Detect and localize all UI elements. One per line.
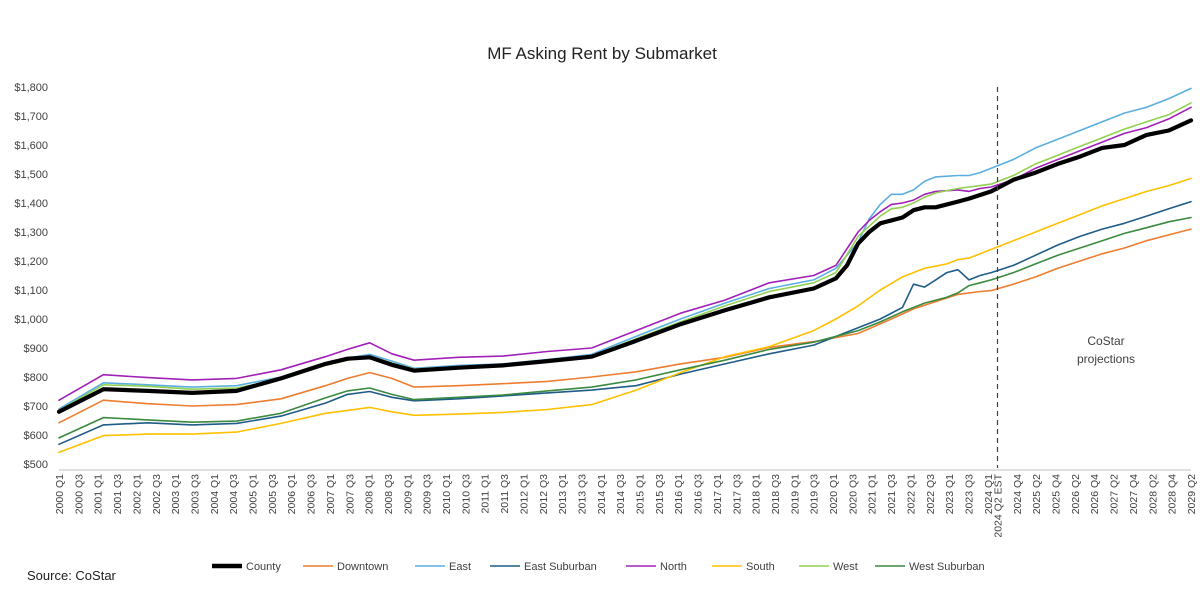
- legend-label: North: [660, 561, 687, 573]
- x-tick-label: 2004 Q3: [228, 474, 240, 514]
- series-line-west-suburban: [58, 216, 1192, 439]
- x-tick-label: 2025 Q2: [1031, 474, 1043, 514]
- y-tick-label: $1,200: [14, 256, 48, 268]
- x-tick-label: 2009 Q1: [402, 474, 414, 514]
- x-tick-label: 2015 Q3: [654, 474, 666, 514]
- x-tick-label: 2010 Q3: [460, 474, 472, 514]
- x-tick-label: 2000 Q3: [73, 474, 85, 514]
- series-line-county: [56, 118, 1194, 414]
- x-tick-label: 2015 Q1: [635, 474, 647, 514]
- series-line-west: [58, 102, 1192, 412]
- source-note: Source: CoStar: [27, 568, 117, 583]
- x-tick-label: 2012 Q3: [538, 474, 550, 514]
- x-tick-label: 2021 Q1: [867, 474, 879, 514]
- x-tick-label: 2005 Q1: [248, 474, 260, 514]
- x-tick-label: 2026 Q4: [1089, 474, 1101, 514]
- x-tick-label: 2008 Q3: [383, 474, 395, 514]
- y-tick-label: $1,800: [14, 82, 48, 94]
- legend-label: West: [833, 561, 858, 573]
- series-line-east: [58, 87, 1192, 410]
- x-tick-label: 2003 Q1: [170, 474, 182, 514]
- x-tick-label: 2011 Q1: [480, 474, 492, 514]
- x-tick-label: 2029 Q2: [1186, 474, 1198, 514]
- y-tick-label: $500: [24, 459, 48, 471]
- y-axis: $500 $600 $700 $800 $900 $1,000 $1,100 $1,200 $1…: [14, 82, 48, 471]
- x-tick-label: 2021 Q3: [886, 474, 898, 514]
- x-tick-label: 2017 Q1: [712, 474, 724, 514]
- series-line-north: [58, 106, 1192, 401]
- legend-label: Downtown: [337, 561, 388, 573]
- series-line-south: [58, 177, 1192, 454]
- x-tick-label: 2016 Q1: [673, 474, 685, 514]
- x-tick-label: 2007 Q3: [344, 474, 356, 514]
- x-tick-label: 2022 Q3: [925, 474, 937, 514]
- y-tick-label: $800: [24, 372, 48, 384]
- x-tick-label: 2007 Q1: [325, 474, 337, 514]
- x-tick-label: 2019 Q1: [789, 474, 801, 514]
- legend-label: South: [746, 561, 775, 573]
- y-tick-label: $1,400: [14, 198, 48, 210]
- x-tick-label: 2026 Q2: [1070, 474, 1082, 514]
- y-tick-label: $700: [24, 401, 48, 413]
- x-tick-label: 2013 Q3: [576, 474, 588, 514]
- x-tick-label: 2020 Q3: [847, 474, 859, 514]
- x-tick-label: 2014 Q3: [615, 474, 627, 514]
- x-tick-label: 2023 Q1: [944, 474, 956, 514]
- y-tick-label: $1,000: [14, 314, 48, 326]
- legend-label: County: [246, 561, 281, 573]
- x-tick-label: 2020 Q1: [828, 474, 840, 514]
- legend-label: East Suburban: [524, 561, 597, 573]
- x-tick-label: 2025 Q4: [1051, 474, 1063, 514]
- series-layer: [56, 87, 1194, 454]
- x-tick-label: 2028 Q2: [1147, 474, 1159, 514]
- x-tick-label: 2024 Q4: [1012, 474, 1024, 514]
- legend-label: West Suburban: [909, 561, 985, 573]
- x-tick-label: 2001 Q3: [112, 474, 124, 514]
- x-tick-label: 2018 Q3: [770, 474, 782, 514]
- y-tick-label: $900: [24, 343, 48, 355]
- x-tick-label: 2011 Q3: [499, 474, 511, 514]
- x-tick-label: 2024 Q2 EST: [992, 473, 1004, 537]
- x-tick-label: 2009 Q3: [422, 474, 434, 514]
- x-tick-label: 2008 Q1: [364, 474, 376, 514]
- x-axis: 2000 Q1 2000 Q3 2001 Q1 2001 Q3 2002 Q1 2002 …: [54, 469, 1198, 538]
- x-tick-label: 2023 Q3: [963, 474, 975, 514]
- y-tick-label: $1,100: [14, 285, 48, 297]
- x-tick-label: 2024 Q1: [983, 474, 995, 514]
- x-tick-label: 2027 Q4: [1128, 474, 1140, 514]
- x-tick-label: 2003 Q3: [189, 474, 201, 514]
- y-tick-label: $1,500: [14, 169, 48, 181]
- x-tick-label: 2027 Q2: [1109, 474, 1121, 514]
- x-tick-label: 2001 Q1: [93, 474, 105, 514]
- x-tick-label: 2000 Q1: [54, 474, 66, 514]
- projection-annotation: CoStar projections: [1077, 334, 1135, 366]
- y-tick-label: $600: [24, 430, 48, 442]
- y-tick-label: $1,300: [14, 227, 48, 239]
- x-tick-label: 2019 Q3: [809, 474, 821, 514]
- chart-title: MF Asking Rent by Submarket: [487, 44, 717, 63]
- legend: County Downtown East East Suburban North Sout…: [212, 561, 985, 573]
- x-tick-label: 2002 Q1: [131, 474, 143, 514]
- x-tick-label: 2006 Q1: [286, 474, 298, 514]
- x-tick-label: 2006 Q3: [306, 474, 318, 514]
- x-tick-label: 2014 Q1: [596, 474, 608, 514]
- legend-label: East: [449, 561, 471, 573]
- x-tick-label: 2005 Q3: [267, 474, 279, 514]
- y-tick-label: $1,700: [14, 111, 48, 123]
- x-tick-label: 2017 Q3: [731, 474, 743, 514]
- x-tick-label: 2028 Q4: [1167, 474, 1179, 514]
- x-tick-label: 2002 Q3: [151, 474, 163, 514]
- x-tick-label: 2004 Q1: [209, 474, 221, 514]
- x-tick-label: 2013 Q1: [557, 474, 569, 514]
- x-tick-label: 2012 Q1: [518, 474, 530, 514]
- x-tick-label: 2010 Q1: [441, 474, 453, 514]
- x-tick-label: 2016 Q3: [693, 474, 705, 514]
- y-tick-label: $1,600: [14, 140, 48, 152]
- x-tick-label: 2018 Q1: [751, 474, 763, 514]
- x-tick-label: 2022 Q1: [905, 474, 917, 514]
